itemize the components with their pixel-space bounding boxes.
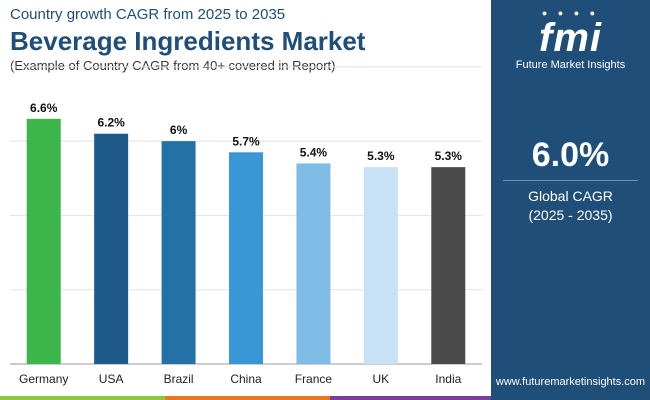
data-label-uk: 5.3% bbox=[367, 149, 395, 163]
chart-title: Beverage Ingredients Market bbox=[10, 26, 366, 56]
x-tick-label-india: India bbox=[435, 372, 461, 386]
bar-china bbox=[229, 152, 263, 364]
divider bbox=[503, 180, 638, 181]
chart-subtitle: Country growth CAGR from 2025 to 2035 bbox=[10, 6, 286, 23]
data-label-brazil: 6% bbox=[170, 123, 188, 137]
x-tick-label-usa: USA bbox=[99, 372, 124, 386]
bottom-strip-orange bbox=[165, 396, 330, 400]
bar-usa bbox=[94, 133, 129, 364]
x-tick-label-france: France bbox=[295, 372, 333, 386]
data-label-china: 5.7% bbox=[232, 134, 260, 148]
logo-mark: fmi bbox=[539, 16, 602, 60]
side-panel: ● ● ● ● fmi Future Market Insights 6.0% … bbox=[491, 0, 650, 400]
chart-header: Country growth CAGR from 2025 to 2035 Be… bbox=[10, 6, 365, 74]
x-tick-label-uk: UK bbox=[373, 372, 390, 386]
data-label-france: 5.4% bbox=[300, 145, 328, 159]
global-cagr-caption: Global CAGR (2025 - 2035) bbox=[491, 187, 650, 225]
website-link[interactable]: www.futuremarketinsights.com bbox=[495, 376, 646, 388]
x-tick-label-china: China bbox=[230, 372, 262, 386]
bar-india bbox=[431, 167, 466, 364]
global-cagr-value: 6.0% bbox=[531, 136, 610, 174]
global-cagr-label: Global CAGR bbox=[528, 188, 613, 204]
data-label-usa: 6.2% bbox=[97, 116, 125, 130]
x-tick-label-brazil: Brazil bbox=[164, 372, 194, 386]
chart-note: (Example of Country CAGR from 40+ covere… bbox=[10, 58, 336, 73]
brand-name: Future Market Insights bbox=[515, 59, 626, 71]
bar-germany bbox=[26, 118, 61, 364]
data-label-germany: 6.6% bbox=[30, 101, 58, 115]
global-cagr-period: (2025 - 2035) bbox=[528, 207, 613, 223]
bar-brazil bbox=[161, 141, 196, 364]
bottom-strip-purple bbox=[330, 396, 491, 400]
brand-logo: ● ● ● ● fmi Future Market Insights bbox=[491, 8, 650, 72]
bar-france bbox=[296, 163, 331, 364]
x-tick-label-germany: Germany bbox=[19, 372, 68, 386]
logo-icons: ● ● ● ● bbox=[541, 8, 600, 18]
bar-uk bbox=[363, 167, 398, 364]
bottom-strip-green bbox=[0, 396, 165, 400]
bar-chart: 6.6% Germany 6.2% USA 6% Brazil 5.7% China 5.4% F… bbox=[10, 66, 482, 386]
data-label-india: 5.3% bbox=[435, 149, 463, 163]
